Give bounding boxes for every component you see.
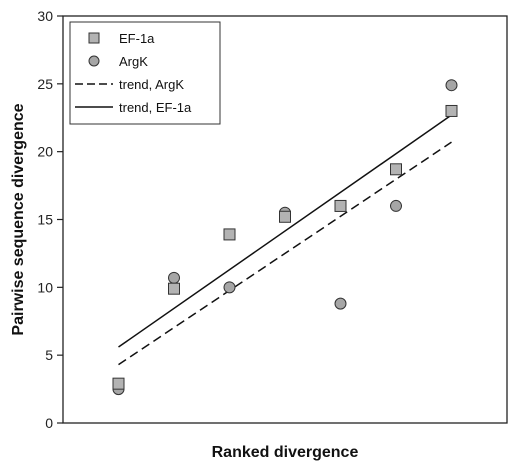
legend-label: trend, ArgK xyxy=(119,77,184,92)
y-axis-title: Pairwise sequence divergence xyxy=(10,103,27,335)
trend-line-argk xyxy=(118,141,452,366)
ef1a-point xyxy=(223,228,236,241)
trend-lines xyxy=(118,114,452,366)
y-tick-label: 30 xyxy=(37,8,53,24)
ef1a-point xyxy=(279,210,291,223)
argk-point xyxy=(168,271,180,284)
ef1a-point xyxy=(445,104,458,117)
y-tick-label: 5 xyxy=(45,347,53,363)
legend-label: ArgK xyxy=(119,54,148,69)
argk-point xyxy=(334,297,347,310)
ef1a-point xyxy=(334,199,347,212)
argk-point xyxy=(223,281,236,294)
legend-marker-circle xyxy=(88,55,100,67)
data-markers xyxy=(112,79,458,396)
trend-line-ef1a xyxy=(118,114,452,348)
y-tick-label: 15 xyxy=(37,212,53,228)
y-tick-label: 0 xyxy=(45,415,53,431)
legend-label: trend, EF-1a xyxy=(119,100,192,115)
ef1a-point xyxy=(168,282,180,295)
argk-point xyxy=(390,199,402,212)
y-axis-ticks: 0 5 10 15 20 25 30 xyxy=(37,8,63,431)
argk-point xyxy=(445,79,458,92)
y-tick-label: 20 xyxy=(37,144,53,160)
y-tick-label: 10 xyxy=(37,279,53,295)
ef1a-point xyxy=(390,163,402,176)
y-tick-label: 25 xyxy=(37,76,53,92)
legend-marker-square xyxy=(88,32,100,44)
ef1a-point xyxy=(112,377,125,390)
legend-label: EF-1a xyxy=(119,31,155,46)
legend: EF-1a ArgK trend, ArgK trend, EF-1a xyxy=(69,21,221,125)
x-axis-title: Ranked divergence xyxy=(212,444,359,461)
